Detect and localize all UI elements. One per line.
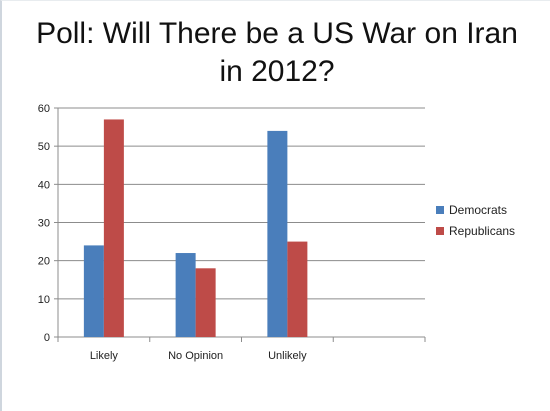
chart-title: Poll: Will There be a US War on Iran in …	[36, 17, 518, 88]
bar-democrats-unlikely	[267, 130, 288, 337]
y-tick-label: 30	[38, 218, 50, 230]
legend: Democrats Republicans	[436, 203, 515, 238]
x-tick-label: No Opinion	[168, 350, 223, 362]
bar-republicans-no-opinion	[195, 268, 216, 337]
x-tick-labels: Likely No Opinion Unlikely	[90, 350, 307, 362]
bar-republicans-likely	[103, 119, 124, 337]
y-tick-labels: 0 10 20 30 40 50 60	[38, 103, 50, 344]
x-tick-label: Likely	[90, 350, 119, 362]
bar-republicans-unlikely	[287, 241, 308, 337]
y-tick-label: 0	[44, 332, 50, 344]
legend-swatch-republicans	[436, 227, 444, 235]
legend-swatch-democrats	[436, 206, 444, 214]
bar-democrats-no-opinion	[175, 253, 196, 337]
bars	[83, 119, 308, 337]
y-tick-label: 60	[38, 103, 50, 115]
y-tick-label: 40	[38, 179, 50, 191]
bar-democrats-likely	[83, 245, 104, 337]
x-tick-label: Unlikely	[268, 350, 307, 362]
y-tick-label: 20	[38, 256, 50, 268]
y-tick-label: 50	[38, 141, 50, 153]
legend-label-republicans: Republicans	[449, 224, 515, 238]
legend-label-democrats: Democrats	[449, 203, 507, 217]
y-tick-label: 10	[38, 294, 50, 306]
